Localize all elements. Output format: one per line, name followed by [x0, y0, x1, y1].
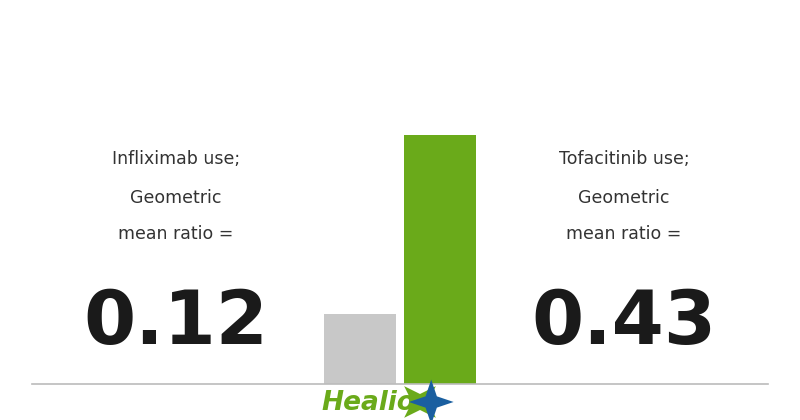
Text: Geometric: Geometric: [130, 189, 222, 207]
Bar: [404, 135, 476, 384]
Text: Infliximab use;: Infliximab use;: [112, 150, 240, 168]
Polygon shape: [404, 386, 436, 418]
Text: mean ratio =: mean ratio =: [566, 225, 682, 243]
Text: Lower anti-SARS-CoV-2 spike protein antibody: Lower anti-SARS-CoV-2 spike protein anti…: [109, 34, 691, 54]
Text: 0.12: 0.12: [83, 287, 269, 360]
Text: 0.43: 0.43: [531, 287, 717, 360]
Polygon shape: [409, 380, 454, 420]
Text: Tofacitinib use;: Tofacitinib use;: [558, 150, 690, 168]
Text: concentrations independently associated with:: concentrations independently associated …: [105, 80, 695, 100]
Text: Healio: Healio: [321, 391, 415, 417]
Text: mean ratio =: mean ratio =: [118, 225, 234, 243]
Text: Geometric: Geometric: [578, 189, 670, 207]
Bar: [324, 315, 396, 384]
